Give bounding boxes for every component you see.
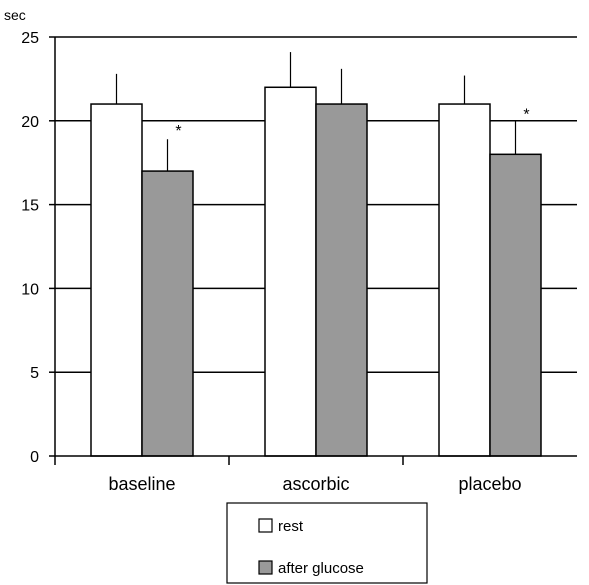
y-tick-label: 10 [21, 281, 39, 298]
y-axis-unit-label: sec [4, 7, 26, 23]
tick-labels: * * 0 5 10 15 20 25 baseline ascorbic placebo [21, 30, 529, 494]
legend-label: rest [278, 518, 304, 535]
legend-label: after glucose [278, 560, 364, 577]
bar-placebo-rest [438, 103, 491, 457]
y-tick-label: 25 [21, 30, 39, 47]
bars [90, 52, 542, 457]
y-tick-label: 15 [21, 198, 39, 215]
legend-swatch-rest [258, 518, 273, 533]
x-tick-label: placebo [458, 474, 521, 494]
bar-ascorbic-after-glucose [315, 103, 368, 457]
significance-marker: * [175, 123, 181, 140]
y-tick-label: 5 [30, 365, 39, 382]
bar-baseline-rest [90, 103, 143, 457]
legend: rest after glucose [226, 502, 428, 584]
y-tick-label: 20 [21, 114, 39, 131]
bar-placebo-after-glucose [489, 153, 542, 457]
axes [49, 36, 577, 465]
bar-baseline-after-glucose [141, 170, 194, 457]
bar-ascorbic-rest [264, 86, 317, 457]
x-tick-label: ascorbic [282, 474, 349, 494]
y-tick-label: 0 [30, 449, 39, 466]
significance-marker: * [523, 106, 529, 123]
legend-swatch-after-glucose [258, 560, 273, 575]
x-tick-label: baseline [108, 474, 175, 494]
